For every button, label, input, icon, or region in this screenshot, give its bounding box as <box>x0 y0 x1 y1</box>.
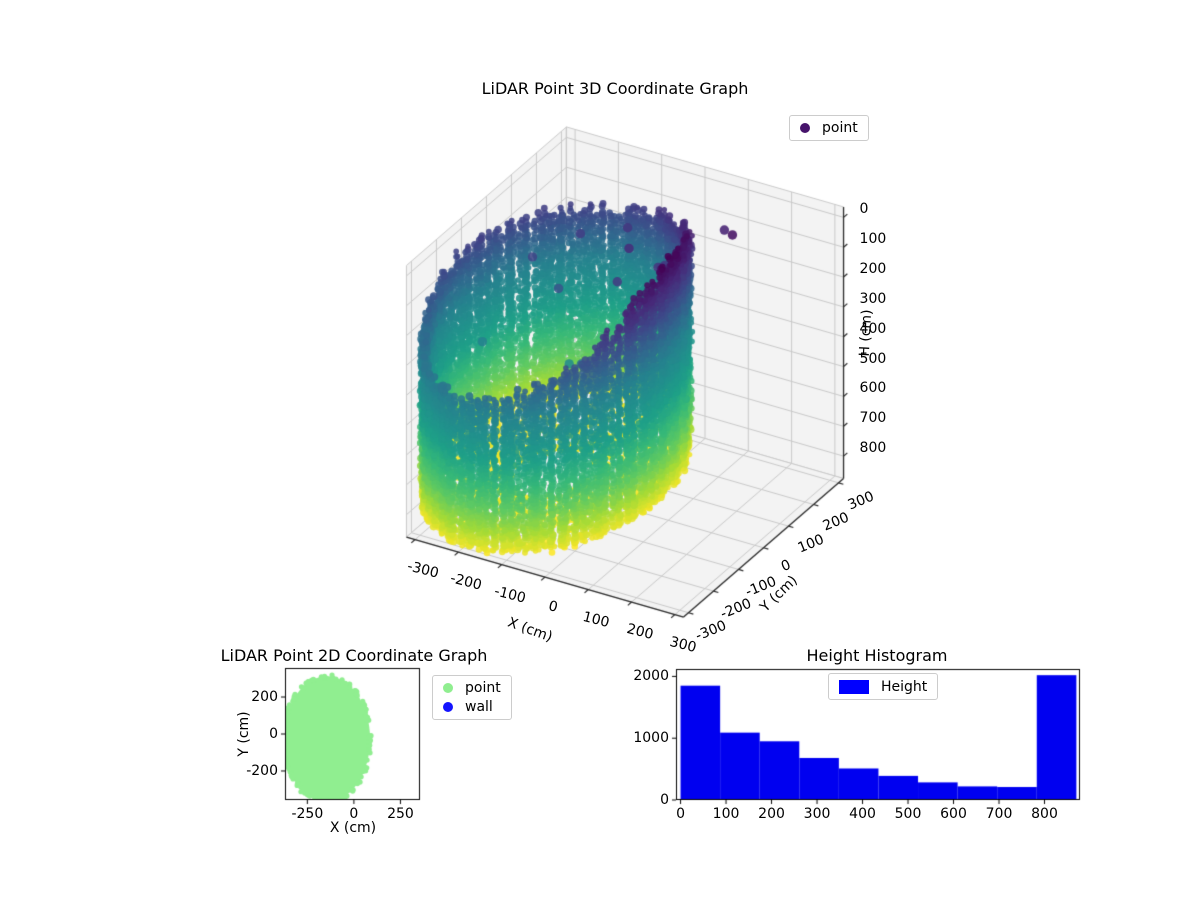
histogram-xtick-label: 200 <box>758 806 785 822</box>
histogram-xtick-label: 800 <box>1031 806 1058 822</box>
plot2d-xtick-label: -250 <box>291 806 324 822</box>
wall-legend-label: wall <box>465 699 493 715</box>
plot2d-canvas <box>262 652 432 808</box>
plot2d-yaxis-label: Y (cm) <box>236 711 252 757</box>
histogram-ytick-label: 1000 <box>633 730 669 747</box>
histogram-legend: Height <box>828 673 939 700</box>
histogram-xtick-label: 500 <box>894 806 922 822</box>
histogram-xtick-label: 100 <box>712 806 740 822</box>
histogram-xtick-label: 700 <box>985 806 1013 822</box>
plot2d-legend: point wall <box>432 675 512 720</box>
histogram-xtick-label: 400 <box>849 806 876 822</box>
point-legend-marker <box>800 123 810 133</box>
plot2d-xtick-label: 0 <box>349 806 359 822</box>
plot3d-htick-label: 700 <box>859 410 887 427</box>
height-legend-label: Height <box>881 678 928 695</box>
plot2d-xtick-label: 250 <box>387 806 414 822</box>
plot3d-htick-label: 600 <box>859 380 887 397</box>
histogram-title: Height Histogram <box>806 646 948 665</box>
point-legend-label: point <box>822 120 858 136</box>
plot3d-htick-label: 800 <box>859 440 887 457</box>
plot2d-ytick-label: 200 <box>251 689 278 706</box>
histogram-ytick-label: 2000 <box>633 668 669 685</box>
wall-legend-marker <box>443 702 453 712</box>
plot3d-htick-label: 400 <box>859 320 887 337</box>
plot3d-htick-label: 300 <box>859 290 887 307</box>
plot2d-xaxis-label: X (cm) <box>329 820 377 836</box>
point-legend-marker <box>443 683 453 693</box>
histogram-ytick-label: 0 <box>660 792 669 808</box>
plot3d-htick-label: 0 <box>859 201 869 218</box>
plot3d-legend: point <box>789 115 869 141</box>
plot3d-canvas <box>290 95 910 661</box>
plot2d-ytick-label: 0 <box>269 726 278 742</box>
histogram-xtick-label: 0 <box>676 806 686 822</box>
plot3d-htick-label: 100 <box>859 231 887 248</box>
plot2d-ytick-label: -200 <box>246 762 278 779</box>
histogram-xtick-label: 300 <box>803 806 831 822</box>
plot3d-title: LiDAR Point 3D Coordinate Graph <box>481 79 749 98</box>
height-legend-swatch <box>839 679 869 694</box>
plot2d-title: LiDAR Point 2D Coordinate Graph <box>220 646 488 665</box>
point-legend-label: point <box>465 680 501 696</box>
plot3d-htick-label: 200 <box>859 261 887 278</box>
plot3d-htick-label: 500 <box>859 350 887 367</box>
histogram-xtick-label: 600 <box>940 806 967 822</box>
